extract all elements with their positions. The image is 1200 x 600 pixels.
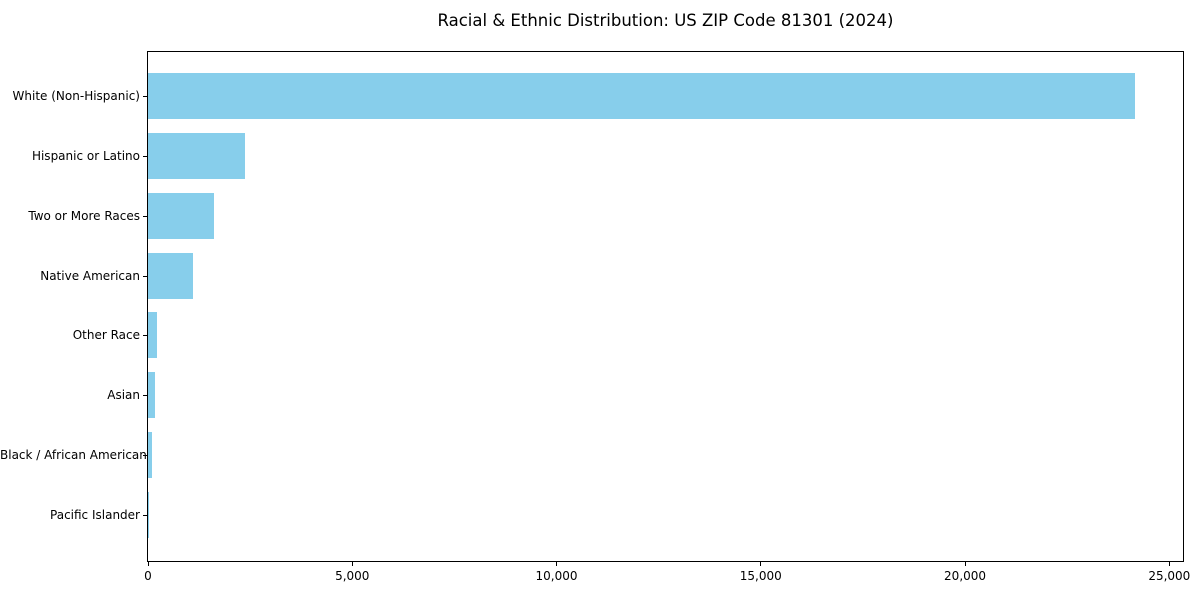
x-tick-mark — [964, 562, 966, 566]
chart-title: Racial & Ethnic Distribution: US ZIP Cod… — [437, 11, 894, 30]
y-tick-mark — [143, 395, 147, 397]
y-tick-mark — [143, 96, 147, 97]
y-tick-mark — [143, 215, 147, 217]
plot-area — [147, 51, 1184, 562]
x-tick-label: 5,000 — [335, 569, 370, 583]
y-tick-mark — [143, 455, 147, 457]
x-tick-mark — [351, 562, 353, 566]
x-tick-label: 20,000 — [944, 569, 987, 583]
x-tick-mark — [556, 562, 558, 566]
y-tick-label-hispanic-or-latino: Hispanic or Latino — [31, 148, 140, 163]
y-tick-mark — [143, 155, 147, 157]
y-tick-label-black-african-american: Black / African American — [0, 448, 147, 463]
x-tick-mark — [1168, 562, 1170, 566]
y-tick-label-asian: Asian — [107, 388, 140, 403]
y-tick-label-two-or-more-races: Two or More Races — [28, 208, 140, 223]
bar-other-race — [148, 312, 158, 359]
bar-hispanic-or-latino — [148, 132, 245, 179]
bar-asian — [148, 372, 156, 419]
y-tick-mark — [143, 514, 147, 516]
x-tick-label: 25,000 — [1148, 569, 1191, 583]
bar-white-non-hispanic — [148, 73, 1135, 119]
x-tick-label: 15,000 — [739, 569, 782, 583]
y-tick-label-white-non-hispanic: White (Non-Hispanic) — [12, 89, 140, 103]
y-tick-mark — [143, 275, 147, 277]
x-tick-mark — [147, 562, 149, 566]
y-tick-label-native-american: Native American — [40, 268, 140, 283]
y-tick-label-other-race: Other Race — [72, 328, 140, 343]
bar-black-african-american — [148, 432, 153, 479]
bar-two-or-more-races — [148, 192, 214, 239]
x-tick-mark — [760, 562, 762, 566]
x-tick-label: 10,000 — [535, 569, 578, 583]
x-tick-label: 0 — [144, 569, 152, 583]
y-tick-mark — [143, 335, 147, 337]
y-tick-label-pacific-islander: Pacific Islander — [50, 507, 140, 522]
bar-native-american — [148, 252, 193, 299]
